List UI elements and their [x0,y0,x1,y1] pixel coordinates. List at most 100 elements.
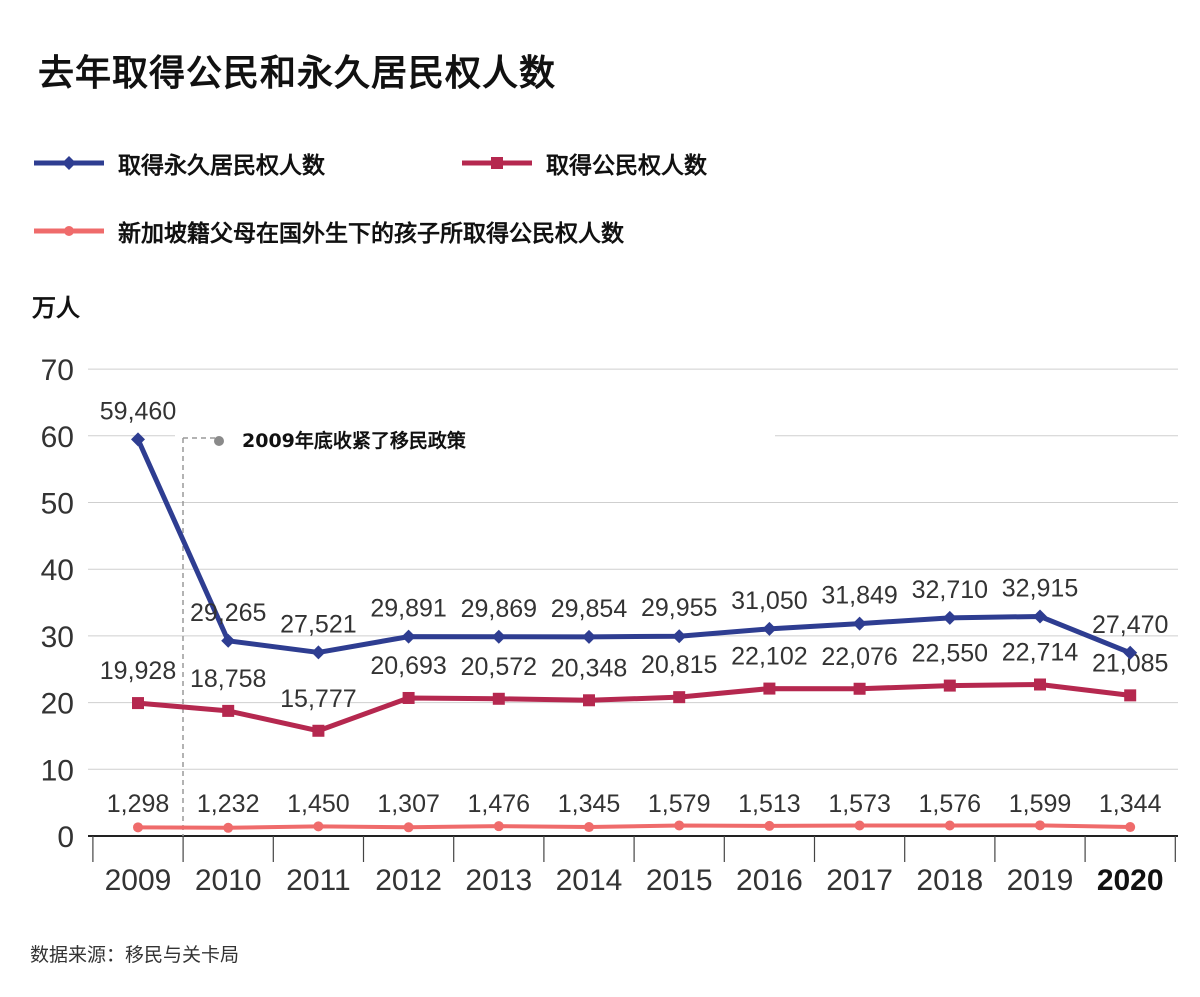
data-label: 29,869 [461,595,537,623]
data-point [1125,822,1136,833]
data-label: 20,348 [551,654,627,682]
x-tick-label: 2014 [556,864,623,897]
data-point [584,822,594,833]
data-label: 22,714 [1002,638,1079,666]
data-label: 32,915 [1002,574,1078,602]
annotation-text: 2009年底收紧了移民政策 [242,430,466,452]
x-tick-label: 2017 [826,864,893,897]
data-point [853,682,866,695]
data-point [311,645,326,660]
data-label: 1,232 [197,790,260,818]
legend-item-overseas-born: 新加坡籍父母在国外生下的孩子所取得公民权人数 [34,214,624,248]
data-point [854,820,865,831]
data-label: 31,849 [821,582,897,610]
data-label: 1,345 [558,790,621,818]
data-point [491,629,506,644]
data-point [764,820,775,831]
legend-label: 取得永久居民权人数 [118,153,325,179]
data-label: 29,854 [551,595,628,623]
data-point [1035,820,1045,831]
data-point [223,822,234,833]
data-point [402,691,415,704]
y-tick-label: 20 [41,688,74,721]
y-tick-label: 10 [41,754,74,787]
data-label: 20,693 [370,652,446,680]
legend-line-diamond-icon [34,156,104,170]
data-point [312,724,325,737]
data-point [1034,678,1046,691]
data-point [673,691,686,704]
data-point [493,821,504,832]
data-label: 59,460 [100,397,176,425]
data-label: 20,572 [461,653,537,681]
data-point [1123,645,1138,660]
data-label: 1,450 [287,790,350,818]
data-label: 1,573 [828,790,891,818]
data-point [942,610,957,625]
line-chart: 0 10 20 30 40 50 60 70 2009 2010 2011 2012 2013 2014 2… [41,354,1178,897]
x-tick-label: 2009 [105,864,172,897]
data-label: 1,513 [738,790,801,818]
data-label: 32,710 [912,576,988,604]
x-tick-label: 2019 [1007,864,1074,897]
data-point [852,616,867,631]
legend-label: 新加坡籍父母在国外生下的孩子所取得公民权人数 [118,221,624,247]
y-tick-label: 40 [41,554,74,587]
data-label: 29,265 [190,599,266,627]
data-label: 22,102 [731,643,807,671]
data-label: 1,298 [107,790,170,818]
y-tick-label: 60 [41,421,74,454]
series-line [135,438,1132,656]
data-point [582,629,596,644]
data-label: 15,777 [280,685,356,713]
data-point [132,697,144,710]
y-tick-label: 0 [57,821,74,854]
x-tick-label: 2018 [916,864,983,897]
data-label: 18,758 [190,665,266,693]
data-label: 1,599 [1009,790,1072,818]
legend-label: 取得公民权人数 [546,153,707,179]
data-label: 29,891 [370,595,446,623]
legend-line-square-icon [462,157,532,169]
data-label: 29,955 [641,594,717,622]
data-point [763,682,776,695]
chart-title: 去年取得公民和永久居民权人数 [38,53,557,94]
x-tick-label: 2010 [195,864,262,897]
data-point [131,432,145,447]
data-point [943,679,956,692]
series-line [137,681,1131,734]
data-point [1124,689,1137,702]
data-point [313,821,324,832]
annotation-dot [214,436,224,446]
data-point [674,820,685,831]
data-label: 1,476 [468,790,531,818]
series-line [137,823,1131,830]
y-tick-label: 30 [41,621,74,654]
data-label: 27,470 [1092,611,1168,639]
source-note: 数据来源：移民与关卡局 [30,944,240,966]
data-label: 22,076 [821,643,897,671]
data-label: 27,521 [280,610,356,638]
data-point [1033,609,1047,624]
data-label: 20,815 [641,651,717,679]
data-point [222,704,235,717]
data-point [221,633,236,648]
data-label: 1,344 [1099,790,1162,818]
data-point [944,820,955,831]
data-point [762,621,777,636]
data-label: 1,307 [377,790,440,818]
data-label: 31,050 [731,587,807,615]
data-point [133,822,143,833]
y-axis-unit: 万人 [32,294,80,322]
data-point [583,694,595,707]
data-point [401,629,416,644]
y-tick-label: 50 [41,488,74,521]
x-tick-label: 2012 [375,864,442,897]
legend-line-circle-icon [34,226,104,236]
x-tick-label: 2011 [286,864,351,897]
x-tick-label: 2020 [1097,864,1164,897]
x-tick-label: 2016 [736,864,803,897]
data-point [403,822,414,833]
data-label: 19,928 [100,657,176,685]
data-label: 22,550 [912,640,988,668]
